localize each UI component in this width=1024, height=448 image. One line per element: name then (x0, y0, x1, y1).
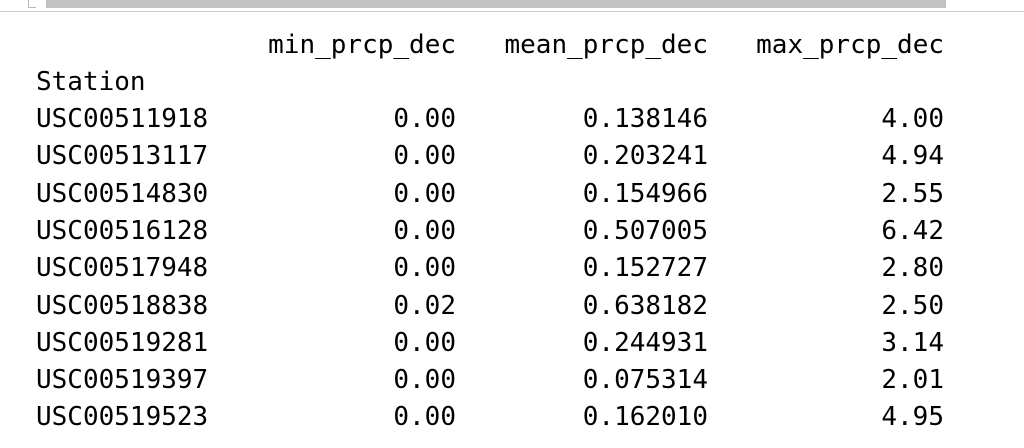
index-name: Station (36, 67, 146, 97)
column-header-mean: mean_prcp_dec (504, 30, 709, 60)
station-cell: USC00511918 (36, 104, 209, 134)
max-cell: 2.55 (881, 178, 944, 209)
min-cell: 0.00 (393, 365, 456, 396)
column-header-max: max_prcp_dec (756, 30, 944, 60)
max-cell: 2.01 (881, 365, 944, 396)
scrollbar-thumb[interactable] (46, 0, 946, 8)
min-cell: 0.00 (393, 402, 456, 433)
station-cell: USC00518838 (36, 290, 209, 321)
index-header-row: Station (36, 64, 146, 101)
column-header-min: min_prcp_dec (268, 30, 456, 60)
max-cell: 3.14 (881, 327, 944, 358)
station-cell: USC00516128 (36, 215, 209, 246)
mean-cell: 0.162010 (582, 402, 708, 433)
station-cell: USC00519397 (36, 365, 209, 396)
mean-cell: 0.152727 (582, 253, 708, 284)
mean-cell: 0.154966 (582, 178, 708, 209)
column-header-row: min_prcp_dec mean_prcp_dec max_prcp_dec (36, 27, 944, 64)
min-cell: 0.00 (393, 327, 456, 358)
scroll-left-arrow[interactable] (28, 0, 36, 8)
min-cell: 0.00 (393, 215, 456, 246)
min-cell: 0.02 (393, 290, 456, 321)
max-cell: 4.95 (881, 402, 944, 433)
mean-cell: 0.638182 (582, 290, 708, 321)
min-cell: 0.00 (393, 253, 456, 284)
max-cell: 2.80 (881, 253, 944, 284)
max-cell: 6.42 (881, 215, 944, 246)
station-cell: USC00514830 (36, 178, 209, 209)
station-cell: USC00517948 (36, 253, 209, 284)
horizontal-scrollbar[interactable] (0, 0, 1024, 12)
mean-cell: 0.244931 (582, 327, 708, 358)
mean-cell: 0.075314 (582, 365, 708, 396)
min-cell: 0.00 (393, 104, 456, 134)
mean-cell: 0.138146 (582, 104, 708, 134)
min-cell: 0.00 (393, 178, 456, 209)
station-cell: USC00513117 (36, 141, 209, 172)
mean-cell: 0.203241 (582, 141, 708, 172)
station-cell: USC00519523 (36, 402, 209, 433)
min-cell: 0.00 (393, 141, 456, 172)
max-cell: 4.00 (881, 104, 944, 134)
max-cell: 4.94 (881, 141, 944, 172)
station-cell: USC00519281 (36, 327, 209, 358)
max-cell: 2.50 (881, 290, 944, 321)
mean-cell: 0.507005 (582, 215, 708, 246)
